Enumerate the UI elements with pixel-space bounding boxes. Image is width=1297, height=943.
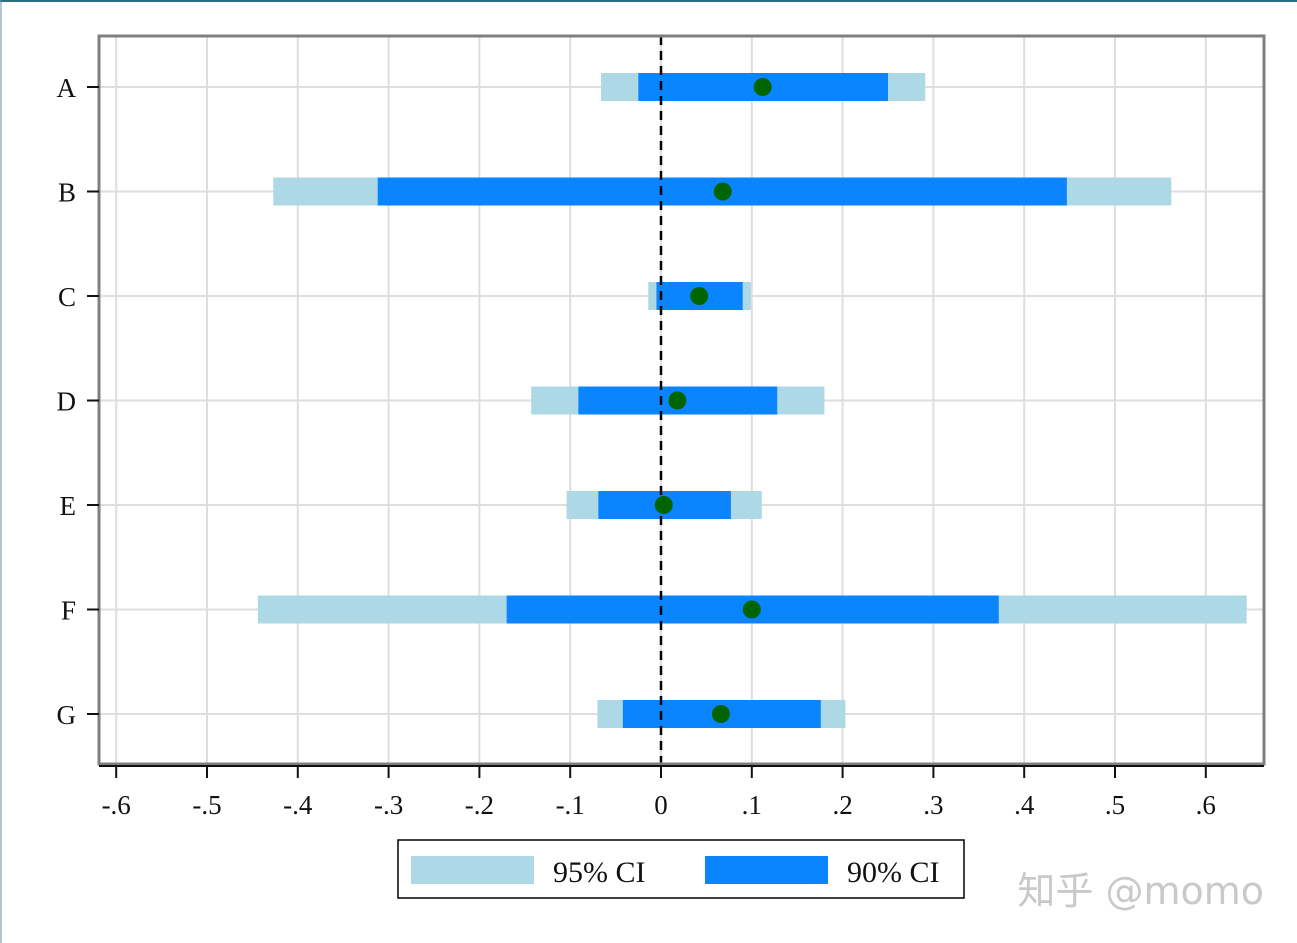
x-tick-label-3: -.3 [374, 790, 403, 820]
y-tick-label-e: E [60, 491, 77, 521]
estimate-point-b [713, 182, 732, 201]
y-tick-label-b: B [58, 178, 76, 208]
legend-swatch-95 [411, 856, 534, 884]
legend-label-95: 95% CI [553, 856, 646, 889]
estimate-point-g [711, 705, 730, 723]
x-tick-label-12: .6 [1196, 790, 1216, 820]
x-tick-label-4: -.2 [465, 790, 494, 820]
estimate-point-c [690, 287, 709, 305]
y-tick-label-a: A [57, 73, 77, 103]
x-tick-label-8: .2 [832, 790, 852, 820]
y-tick-label-g: G [57, 700, 77, 730]
legend: 95% CI 90% CI [397, 839, 965, 899]
x-tick-label-9: .3 [923, 790, 943, 820]
x-tick-label-2: -.4 [283, 790, 313, 820]
x-tick-label-5: -.1 [556, 790, 585, 820]
estimate-point-d [668, 391, 687, 410]
x-tick-label-11: .5 [1105, 790, 1125, 820]
estimate-point-e [654, 496, 673, 514]
legend-label-90: 90% CI [847, 856, 940, 889]
x-tick-label-1: -.5 [192, 790, 221, 820]
x-axis: -.6 -.5 -.4 -.3 -.2 -.1 0 .1 .2 .3 .4 .5 .6 [99, 765, 1264, 820]
watermark: 知乎 @momo [1017, 869, 1264, 913]
legend-swatch-90 [705, 856, 828, 884]
x-tick-label-7: .1 [742, 790, 762, 820]
y-tick-label-c: C [58, 282, 76, 312]
estimate-point-a [753, 78, 772, 96]
point-estimates [654, 78, 772, 723]
estimate-point-f [742, 600, 761, 619]
y-axis: A B C D E F G [57, 73, 99, 730]
x-tick-label-10: .4 [1014, 790, 1035, 820]
y-tick-label-d: D [57, 387, 77, 417]
x-tick-label-0: -.6 [102, 790, 131, 820]
x-tick-label-6: 0 [654, 790, 668, 820]
y-tick-label-f: F [61, 596, 76, 626]
